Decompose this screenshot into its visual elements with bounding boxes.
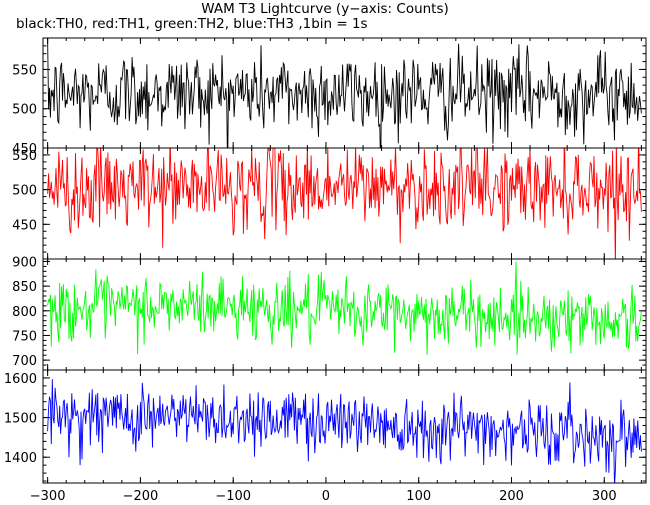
panel-th1: 450 500 550 <box>12 147 647 260</box>
y-tick-label: 500 <box>12 184 37 199</box>
y-tick-label: 1500 <box>4 412 37 427</box>
y-tick-label: 450 <box>12 142 37 157</box>
panel-th0: 450 500 550 <box>12 37 647 157</box>
x-tick-label: 300 <box>592 489 617 504</box>
y-tick-label: 700 <box>12 354 37 369</box>
panel-frame <box>42 369 647 484</box>
series-line-th3 <box>47 379 642 483</box>
chart-title: WAM T3 Lightcurve (y−axis: Counts) <box>201 1 449 17</box>
y-tick-label: 900 <box>12 255 37 270</box>
y-tick-label: 850 <box>12 280 37 295</box>
chart-subtitle: black:TH0, red:TH1, green:TH2, blue:TH3 … <box>16 16 368 32</box>
y-tick-label: 550 <box>12 63 37 78</box>
x-tick-label: −100 <box>215 489 251 504</box>
y-tick-label: 1600 <box>4 372 37 387</box>
y-tick-label: 450 <box>12 218 37 233</box>
x-tick-label: −200 <box>123 489 159 504</box>
series-line-th1 <box>47 148 642 259</box>
series-line-th0 <box>47 38 642 148</box>
y-tick-label: 550 <box>12 149 37 164</box>
x-tick-label: −300 <box>30 489 66 504</box>
panel-th3: 1400 1500 1600 <box>4 369 647 484</box>
y-tick-label: 1400 <box>4 451 37 466</box>
series-line-th2 <box>47 261 642 355</box>
x-tick-label: 0 <box>322 489 330 504</box>
x-tick-label: 200 <box>499 489 524 504</box>
y-tick-label: 750 <box>12 329 37 344</box>
x-tick-label: 100 <box>406 489 431 504</box>
y-tick-label: 800 <box>12 305 37 320</box>
panel-th2: 700 750 800 850 900 <box>12 255 647 371</box>
y-tick-label: 500 <box>12 103 37 118</box>
